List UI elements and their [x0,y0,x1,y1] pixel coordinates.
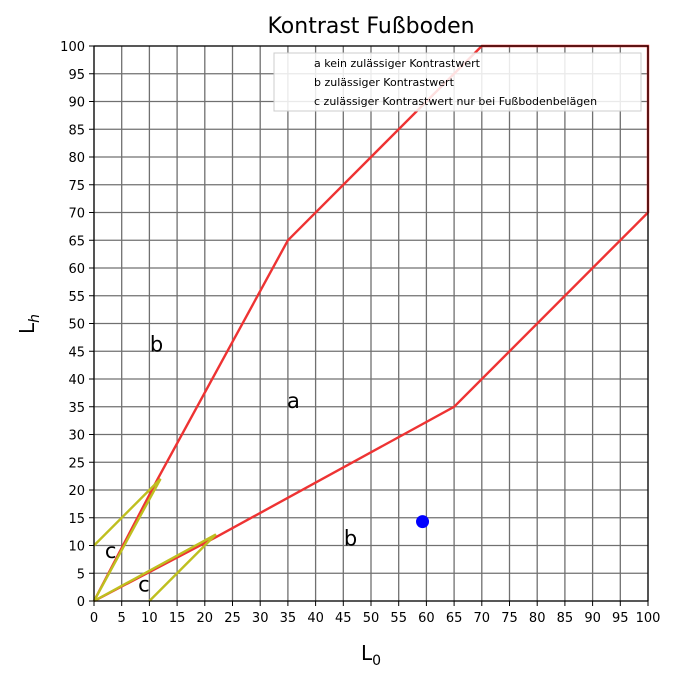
grid [93,45,649,602]
x-tick-label: 60 [418,611,435,626]
x-tick-label: 55 [390,611,407,626]
y-tick-label: 50 [68,318,85,333]
y-tick-label: 85 [68,123,85,138]
x-axis: 0 5 10 15 20 25 30 35 40 45 50 55 60 65 70 75 80 85 90 95 10… [90,601,661,626]
region-labels: a b b cc [105,333,357,597]
y-axis-label: Lh [15,314,43,334]
y-tick-label: 35 [68,401,85,416]
x-tick-label: 45 [335,611,352,626]
y-axis: 0 5 10 15 20 25 30 35 40 45 50 55 60 65 70 75 80 85 90 95 10… [60,40,94,610]
x-tick-label: 90 [584,611,601,626]
y-tick-label: 45 [68,345,85,360]
y-tick-label: 55 [68,290,85,305]
x-axis-label: L0 [361,641,381,669]
y-tick-label: 60 [68,262,85,277]
x-axis-label-sub: 0 [372,653,381,669]
x-tick-label: 5 [118,611,126,626]
y-axis-label-main: L [15,322,39,334]
y-tick-label: 25 [68,456,85,471]
chart-title: Kontrast Fußboden [267,14,474,39]
y-tick-label: 30 [68,429,85,444]
x-tick-label: 10 [141,611,158,626]
legend-entry-a: a kein zulässiger Kontrastwert [314,57,481,70]
y-tick-label: 10 [68,540,85,555]
floor-zone-line-1 [92,478,162,602]
x-tick-label: 65 [446,611,463,626]
x-axis-label-main: L [361,641,373,665]
y-tick-label: 20 [68,484,85,499]
y-tick-label: 70 [68,207,85,222]
legend-entry-b: b zulässiger Kontrastwert [314,76,455,89]
y-tick-label: 0 [77,595,85,610]
y-tick-label: 80 [68,151,85,166]
x-tick-label: 30 [252,611,269,626]
region-label-b: b [150,333,163,357]
y-tick-label: 15 [68,512,85,527]
x-tick-label: 20 [197,611,214,626]
x-tick-label: 50 [363,611,380,626]
x-tick-label: 15 [169,611,186,626]
measurement-point [416,515,430,529]
x-tick-label: 75 [501,611,518,626]
x-tick-label: 40 [307,611,324,626]
x-tick-label: 85 [557,611,574,626]
x-tick-label: 95 [612,611,629,626]
region-label-a: a [287,389,300,413]
y-tick-label: 40 [68,373,85,388]
y-tick-label: 90 [68,96,85,111]
y-tick-label: 95 [68,68,85,83]
y-tick-label: 65 [68,234,85,249]
y-tick-label: 5 [77,567,85,582]
floor-zone-line-2 [93,533,217,603]
legend-entry-c: c zulässiger Kontrastwert nur bei Fußbod… [314,95,597,108]
y-axis-label-sub: h [27,314,43,323]
x-tick-label: 35 [280,611,297,626]
x-tick-label: 0 [90,611,98,626]
x-tick-label: 80 [529,611,546,626]
region-label-c: c [105,539,117,563]
x-tick-label: 25 [224,611,241,626]
legend-box [273,52,642,112]
legend: a kein zulässiger Kontrastwert b zulässi… [273,52,642,112]
x-tick-label: 70 [474,611,491,626]
region-label-b: b [344,526,357,550]
x-tick-label: 100 [636,611,661,626]
data-points [416,515,430,529]
y-tick-label: 100 [60,40,85,55]
y-tick-label: 75 [68,179,85,194]
region-label-c: c [138,572,150,596]
